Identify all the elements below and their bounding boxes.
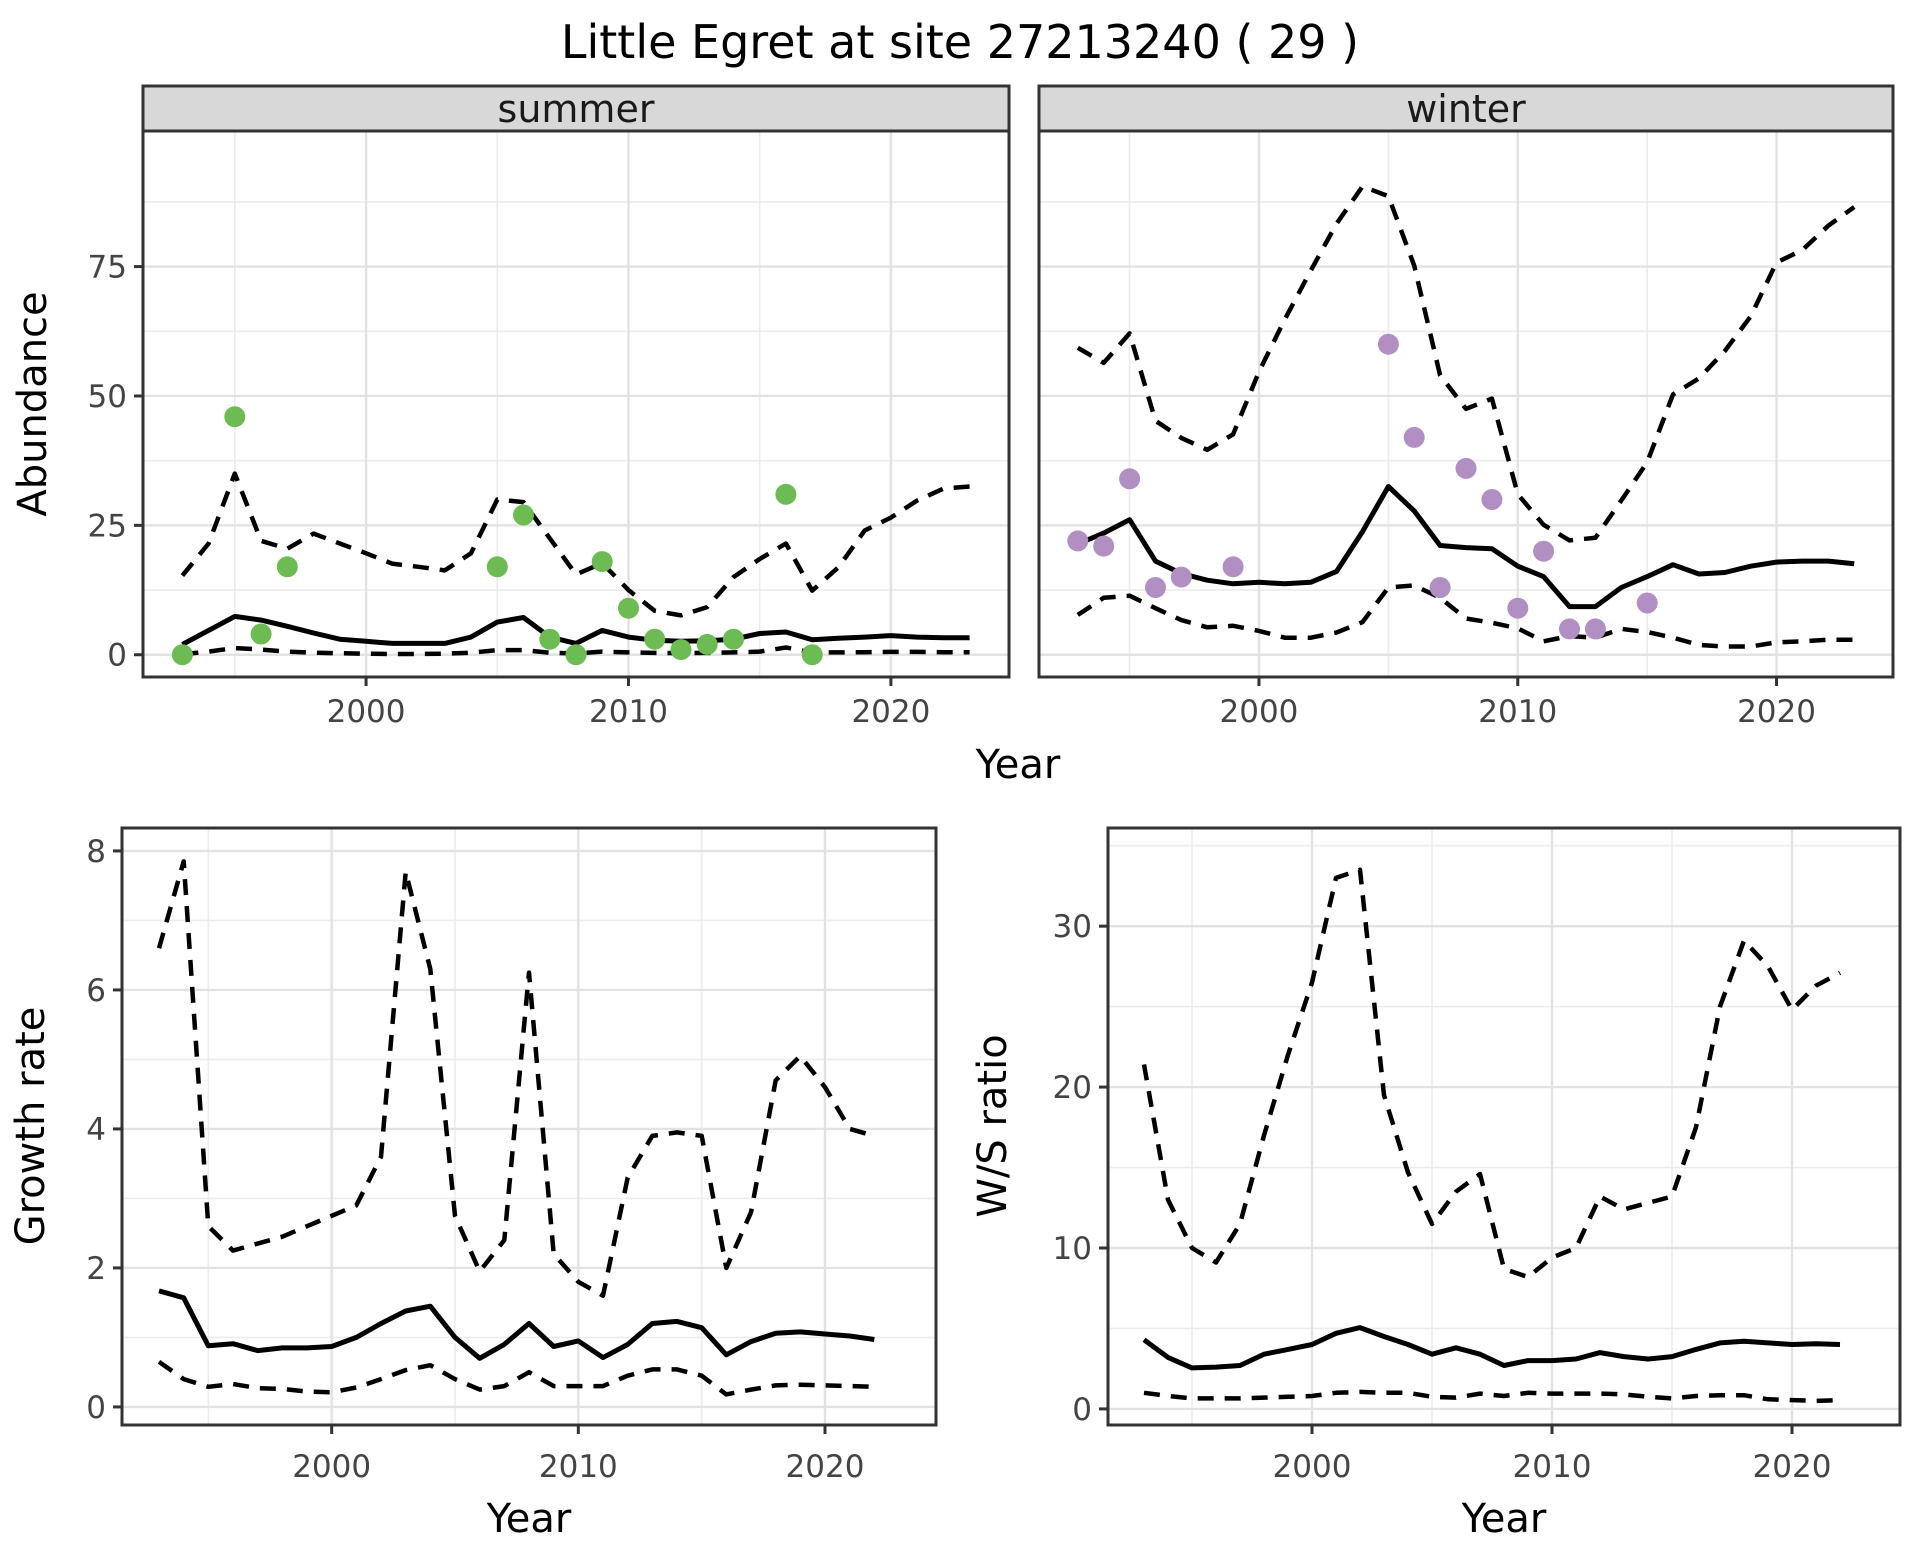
data-point bbox=[224, 406, 246, 428]
data-point bbox=[1222, 556, 1244, 578]
data-point bbox=[591, 551, 613, 573]
data-point bbox=[775, 483, 797, 505]
data-point bbox=[670, 639, 692, 661]
data-point bbox=[1170, 566, 1192, 588]
data-point bbox=[1403, 426, 1425, 448]
data-point bbox=[1507, 597, 1529, 619]
upper-ci-line bbox=[1076, 184, 1856, 543]
y-axis-title-abundance: Abundance bbox=[10, 291, 56, 516]
x-axis-title-year-bottom-right: Year bbox=[1461, 1496, 1547, 1542]
data-point bbox=[1093, 535, 1115, 557]
y-tick-label: 4 bbox=[86, 1112, 106, 1148]
fit-line bbox=[181, 613, 970, 647]
x-tick-label: 2010 bbox=[1478, 694, 1557, 730]
x-tick-label: 2000 bbox=[1220, 694, 1299, 730]
data-point bbox=[1455, 457, 1477, 479]
data-point bbox=[1377, 333, 1399, 355]
x-tick-label: 2020 bbox=[1753, 1449, 1832, 1485]
x-axis-title-year-top: Year bbox=[975, 742, 1061, 788]
facet-strip-summer-label: summer bbox=[498, 87, 655, 131]
x-tick-label: 2020 bbox=[851, 694, 930, 730]
fit-line bbox=[1076, 484, 1855, 610]
x-tick-label: 2020 bbox=[1737, 694, 1816, 730]
data-point bbox=[539, 628, 561, 650]
data-point bbox=[644, 628, 666, 650]
series-layer bbox=[156, 184, 1856, 1404]
data-point bbox=[565, 644, 587, 666]
data-point bbox=[1429, 577, 1451, 598]
fit-line bbox=[158, 1288, 875, 1361]
facet-strip-summer bbox=[141, 84, 1011, 133]
data-point bbox=[1481, 489, 1503, 510]
data-point bbox=[1119, 468, 1141, 490]
fit-line bbox=[1142, 1325, 1841, 1371]
y-tick-label: 0 bbox=[86, 1390, 106, 1426]
x-tick-label: 2010 bbox=[539, 1449, 618, 1485]
x-tick-label: 2010 bbox=[1513, 1449, 1592, 1485]
x-tick-label: 2000 bbox=[292, 1449, 371, 1485]
data-point bbox=[1533, 540, 1555, 562]
y-axis-title-growth-rate: Growth rate bbox=[8, 1007, 54, 1246]
facet-strip-winter bbox=[1037, 84, 1895, 133]
upper-ci-line bbox=[1141, 867, 1842, 1280]
x-tick-label: 2010 bbox=[589, 694, 668, 730]
data-point bbox=[486, 556, 508, 578]
lower-ci-line bbox=[1076, 583, 1855, 649]
data-point bbox=[618, 597, 639, 619]
plot-title: Little Egret at site 27213240 ( 29 ) bbox=[561, 15, 1359, 69]
data-point bbox=[696, 633, 718, 655]
gridlines-layer bbox=[122, 131, 1900, 1425]
x-tick-label: 2000 bbox=[1273, 1449, 1352, 1485]
lower-ci-line bbox=[182, 645, 970, 657]
y-tick-label: 75 bbox=[88, 250, 127, 286]
y-tick-label: 6 bbox=[86, 973, 106, 1009]
y-tick-label: 20 bbox=[1053, 1070, 1092, 1106]
data-point bbox=[250, 623, 272, 645]
data-point bbox=[1067, 530, 1089, 552]
y-tick-label: 50 bbox=[88, 379, 127, 415]
data-point bbox=[801, 644, 823, 666]
data-point bbox=[171, 644, 193, 666]
y-tick-label: 25 bbox=[88, 508, 127, 544]
upper-ci-line bbox=[156, 859, 875, 1298]
lower-ci-line bbox=[157, 1359, 875, 1397]
x-axis-title-year-bottom-left: Year bbox=[486, 1496, 572, 1542]
data-point bbox=[513, 504, 534, 526]
y-tick-label: 30 bbox=[1053, 909, 1092, 945]
data-point bbox=[1584, 618, 1606, 640]
x-tick-label: 2000 bbox=[327, 694, 406, 730]
x-tick-label: 2020 bbox=[786, 1449, 865, 1485]
y-tick-label: 2 bbox=[86, 1251, 106, 1287]
panel-border-summer bbox=[141, 129, 1011, 679]
data-point bbox=[276, 556, 298, 578]
lower-ci-line bbox=[1143, 1389, 1841, 1404]
data-point bbox=[723, 628, 744, 650]
y-tick-label: 0 bbox=[107, 638, 127, 674]
y-tick-label: 10 bbox=[1053, 1231, 1092, 1267]
panel-border-ws-ratio bbox=[1106, 826, 1902, 1427]
y-tick-label: 0 bbox=[1072, 1392, 1092, 1428]
panel-border-winter bbox=[1037, 129, 1895, 679]
y-axis-title-ws-ratio: W/S ratio bbox=[970, 1034, 1016, 1217]
data-point bbox=[1145, 577, 1166, 598]
panel-border-growth-rate bbox=[120, 826, 938, 1427]
data-point bbox=[1636, 592, 1658, 614]
upper-ci-line bbox=[180, 471, 970, 618]
facet-strip-winter-label: winter bbox=[1406, 87, 1526, 131]
data-point bbox=[1559, 618, 1580, 640]
y-tick-label: 8 bbox=[86, 834, 106, 870]
